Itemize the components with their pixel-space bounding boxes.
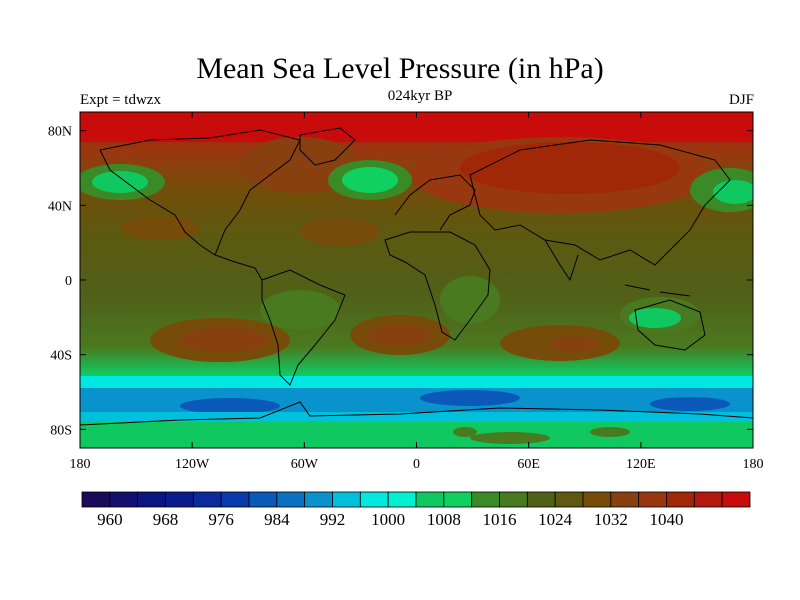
colorbar-label: 960 — [97, 510, 123, 529]
colorbar-swatch — [638, 491, 667, 508]
lon-tick-label: 120W — [175, 457, 210, 472]
lat-tick-label: 40S — [50, 349, 72, 364]
colorbar-swatch — [304, 491, 333, 508]
colorbar-swatch — [471, 491, 500, 508]
colorbar-swatch — [610, 491, 640, 508]
colorbar-label: 992 — [320, 510, 346, 529]
colorbar-label: 968 — [153, 510, 179, 529]
pressure-field — [80, 112, 753, 448]
colorbar-swatch — [499, 491, 528, 508]
lat-tick-label: 80S — [50, 423, 72, 438]
colorbar-swatch — [359, 491, 389, 508]
lon-tick-label: 60W — [291, 457, 319, 472]
colorbar-swatch — [666, 491, 695, 508]
colorbar-label: 984 — [264, 510, 290, 529]
colorbar-swatch — [137, 491, 166, 508]
period-label: 024kyr BP — [387, 88, 453, 104]
colorbar-swatch — [332, 491, 361, 508]
colorbar-label: 1000 — [371, 510, 405, 529]
colorbar-swatch — [276, 491, 306, 508]
colorbar-label: 976 — [208, 510, 234, 529]
lon-tick-label: 0 — [413, 457, 420, 472]
colorbar-swatch — [165, 491, 194, 508]
latitude-axis: 80N 40N 0 40S 80S — [48, 125, 753, 438]
colorbar-swatch — [721, 491, 751, 508]
colorbar-swatch — [415, 491, 445, 508]
colorbar-label: 1024 — [538, 510, 573, 529]
colorbar-swatch — [554, 491, 584, 508]
colorbar-swatch — [582, 491, 612, 508]
colorbar-label: 1016 — [483, 510, 517, 529]
lat-tick-label: 80N — [48, 125, 72, 140]
lon-tick-label: 60E — [517, 457, 540, 472]
lon-tick-label: 120E — [626, 457, 656, 472]
colorbar-swatch — [81, 491, 111, 508]
colorbar-label: 1040 — [650, 510, 684, 529]
season-label: DJF — [728, 92, 754, 108]
colorbar: 960 968 976 984 992 1000 1008 1016 1024 1032 1040 — [81, 491, 751, 529]
colorbar-swatch — [443, 491, 473, 508]
lon-tick-label: 180 — [743, 457, 764, 472]
experiment-label: Expt = tdwzx — [80, 92, 161, 108]
colorbar-swatch — [192, 491, 222, 508]
lat-tick-label: 40N — [48, 199, 72, 214]
longitude-axis: 180 120W 60W 0 60E 120E 180 — [70, 112, 764, 472]
map-title: Mean Sea Level Pressure (in hPa) — [196, 52, 604, 85]
coastlines — [80, 127, 753, 426]
colorbar-swatch — [526, 491, 556, 508]
colorbar-swatch — [220, 491, 250, 508]
colorbar-swatch — [248, 491, 278, 508]
colorbar-swatch — [109, 491, 139, 508]
lat-tick-label: 0 — [65, 274, 72, 289]
lon-tick-label: 180 — [70, 457, 91, 472]
colorbar-label: 1032 — [594, 510, 628, 529]
colorbar-swatch — [387, 491, 417, 508]
colorbar-swatch — [693, 491, 723, 508]
colorbar-label: 1008 — [427, 510, 461, 529]
